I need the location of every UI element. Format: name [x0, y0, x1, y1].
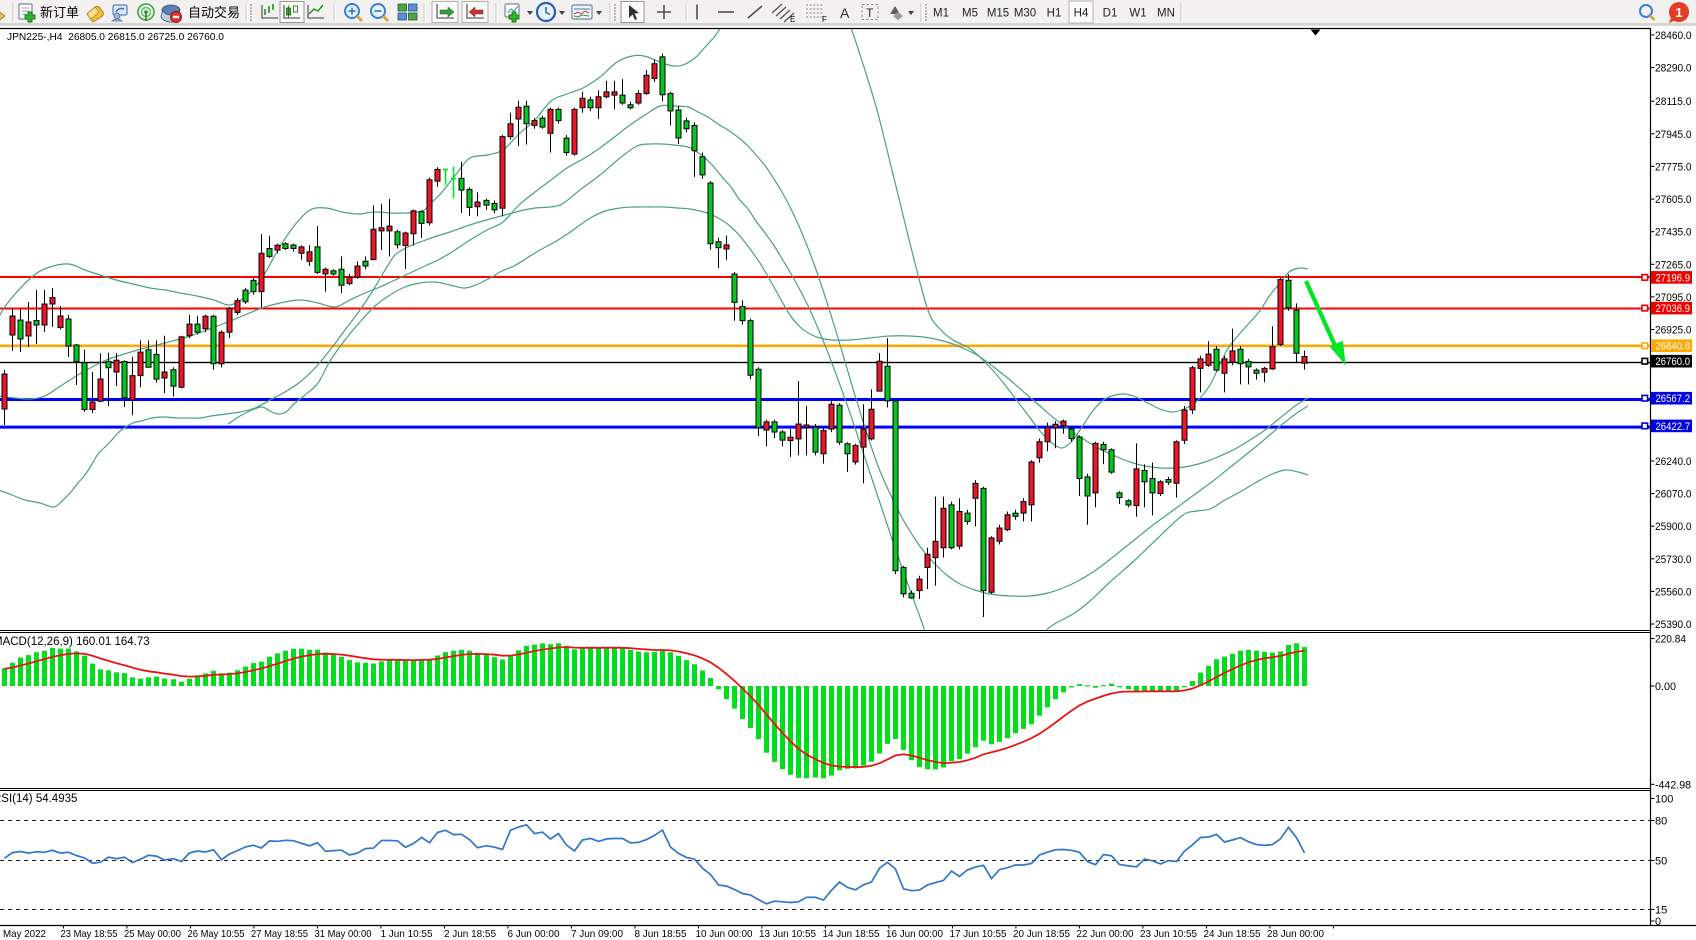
svg-text:1 Jun 10:55: 1 Jun 10:55	[381, 929, 433, 940]
svg-text:26925.0: 26925.0	[1655, 325, 1692, 337]
svg-text:0.00: 0.00	[1655, 681, 1676, 693]
svg-text:M5: M5	[962, 8, 978, 20]
svg-text:25900.0: 25900.0	[1655, 521, 1692, 533]
svg-text:23 Jun 10:55: 23 Jun 10:55	[1140, 929, 1197, 940]
svg-text:D1: D1	[1103, 8, 1118, 20]
svg-text:16 Jun 00:00: 16 Jun 00:00	[886, 929, 943, 940]
svg-text:28460.0: 28460.0	[1655, 30, 1692, 42]
svg-text:26070.0: 26070.0	[1655, 489, 1692, 501]
svg-text:26422.7: 26422.7	[1656, 421, 1691, 433]
svg-text:31 May 00:00: 31 May 00:00	[315, 929, 372, 940]
svg-text:27036.9: 27036.9	[1656, 303, 1691, 315]
svg-text:27 May 18:55: 27 May 18:55	[251, 929, 308, 940]
svg-text:13 Jun 10:55: 13 Jun 10:55	[759, 929, 816, 940]
svg-text:24 Jun 18:55: 24 Jun 18:55	[1204, 929, 1261, 940]
svg-text:6 Jun 00:00: 6 Jun 00:00	[508, 929, 560, 940]
svg-text:25390.0: 25390.0	[1655, 619, 1692, 631]
svg-text:26567.2: 26567.2	[1656, 393, 1691, 405]
svg-text:M1: M1	[933, 8, 949, 20]
svg-text:27265.0: 27265.0	[1655, 259, 1692, 271]
svg-text:14 Jun 18:55: 14 Jun 18:55	[823, 929, 880, 940]
svg-text:26760.0: 26760.0	[1656, 356, 1691, 368]
svg-text:27775.0: 27775.0	[1655, 161, 1692, 173]
svg-text:17 Jun 10:55: 17 Jun 10:55	[950, 929, 1007, 940]
svg-text:0: 0	[1655, 916, 1661, 928]
svg-text:26240.0: 26240.0	[1655, 456, 1692, 468]
svg-text:10 Jun 00:00: 10 Jun 00:00	[696, 929, 753, 940]
svg-text:80: 80	[1655, 816, 1667, 828]
svg-text:25560.0: 25560.0	[1655, 586, 1692, 598]
svg-text:28115.0: 28115.0	[1655, 96, 1692, 108]
svg-text:H1: H1	[1047, 8, 1062, 20]
svg-text:JPN225-,H4 26805.0 26815.0 26: JPN225-,H4 26805.0 26815.0 26725.0 26760…	[7, 32, 224, 43]
svg-text:M30: M30	[1014, 8, 1036, 20]
svg-text:MACD(12,26,9) 160.01 164.73: MACD(12,26,9) 160.01 164.73	[0, 636, 150, 648]
svg-text:15: 15	[1655, 905, 1667, 917]
svg-text:新订单: 新订单	[40, 5, 79, 20]
svg-text:50: 50	[1655, 856, 1667, 868]
svg-text:A: A	[840, 5, 850, 21]
svg-text:220.84: 220.84	[1655, 634, 1686, 646]
svg-text:W1: W1	[1129, 8, 1146, 20]
svg-text:27945.0: 27945.0	[1655, 129, 1692, 141]
svg-text:自动交易: 自动交易	[188, 5, 240, 20]
svg-text:27095.0: 27095.0	[1655, 292, 1692, 304]
svg-text:26 May 10:55: 26 May 10:55	[188, 929, 245, 940]
svg-text:27435.0: 27435.0	[1655, 227, 1692, 239]
svg-text:H4: H4	[1074, 8, 1089, 20]
svg-text:May 2022: May 2022	[3, 929, 46, 940]
svg-text:26840.8: 26840.8	[1656, 341, 1691, 353]
svg-text:25 May 00:00: 25 May 00:00	[124, 929, 181, 940]
svg-text:23 May 18:55: 23 May 18:55	[61, 929, 118, 940]
svg-text:7 Jun 09:00: 7 Jun 09:00	[571, 929, 623, 940]
svg-text:27605.0: 27605.0	[1655, 194, 1692, 206]
svg-text:1: 1	[1675, 5, 1682, 20]
svg-text:F: F	[822, 15, 827, 24]
svg-text:2 Jun 18:55: 2 Jun 18:55	[444, 929, 496, 940]
svg-text:8 Jun 18:55: 8 Jun 18:55	[635, 929, 687, 940]
svg-text:E: E	[790, 15, 795, 24]
svg-text:M15: M15	[987, 8, 1009, 20]
svg-text:-442.98: -442.98	[1655, 779, 1691, 791]
svg-text:22 Jun 00:00: 22 Jun 00:00	[1077, 929, 1134, 940]
svg-text:27196.9: 27196.9	[1656, 272, 1691, 284]
svg-text:100: 100	[1655, 794, 1673, 806]
svg-text:MN: MN	[1157, 8, 1175, 20]
svg-text:T: T	[866, 6, 874, 20]
svg-text:RSI(14) 54.4935: RSI(14) 54.4935	[0, 793, 77, 805]
svg-text:25730.0: 25730.0	[1655, 554, 1692, 566]
svg-text:28290.0: 28290.0	[1655, 63, 1692, 75]
svg-text:28 Jun 00:00: 28 Jun 00:00	[1267, 929, 1324, 940]
svg-text:20 Jun 18:55: 20 Jun 18:55	[1013, 929, 1070, 940]
